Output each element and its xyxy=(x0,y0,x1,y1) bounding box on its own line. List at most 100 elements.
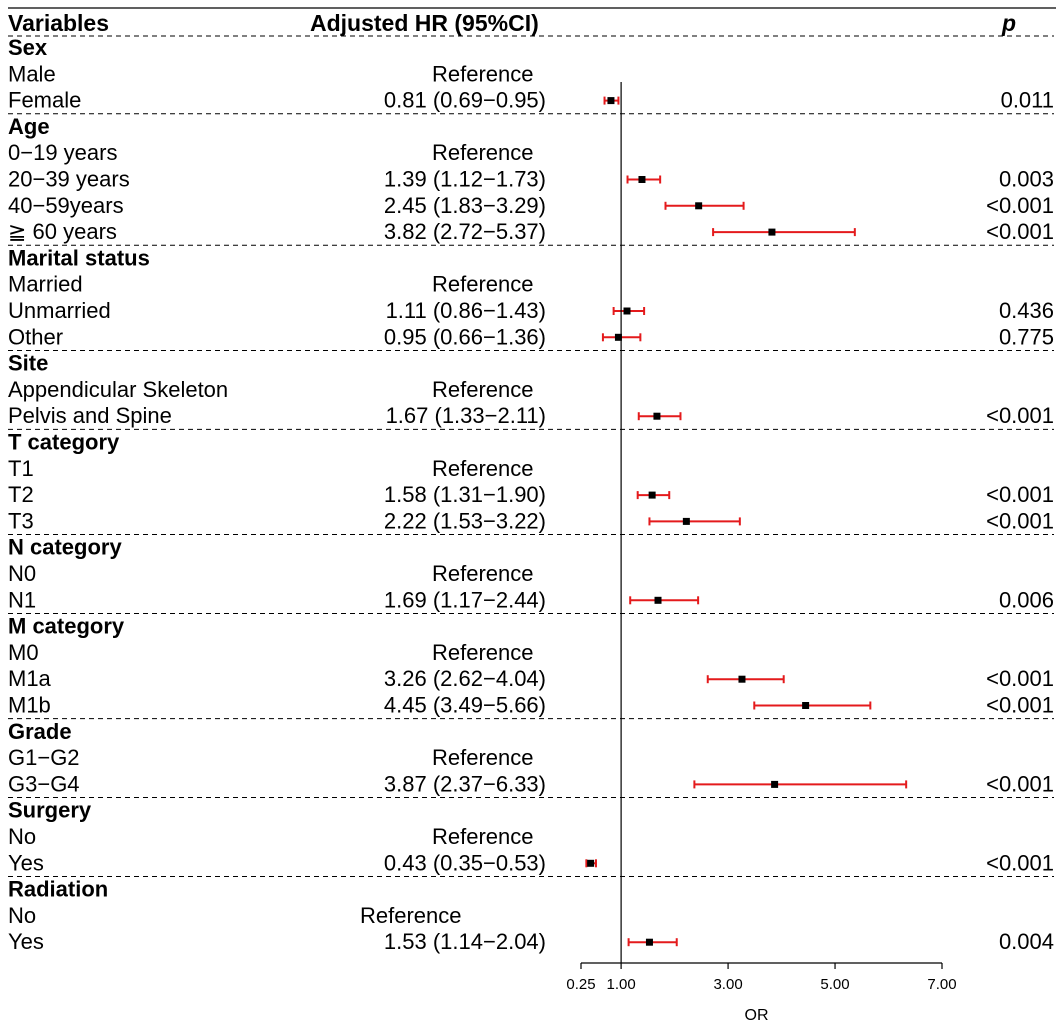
group-title: Grade xyxy=(8,719,72,744)
p-value: <0.001 xyxy=(986,193,1054,218)
p-value: <0.001 xyxy=(986,219,1054,244)
hr-ci-text: 1.67 (1.33−2.11) xyxy=(386,403,546,428)
hr-point xyxy=(614,333,622,341)
row-label: Pelvis and Spine xyxy=(8,403,172,428)
group-title: M category xyxy=(8,614,125,639)
row-label: Married xyxy=(8,272,83,297)
reference-label: Reference xyxy=(360,903,462,928)
hr-ci-text: 3.26 (2.62−4.04) xyxy=(384,666,546,691)
row-label: T3 xyxy=(8,508,34,533)
group-title: Site xyxy=(8,351,48,376)
group-title: Radiation xyxy=(8,877,108,902)
x-axis: 0.25 1.00 3.00 5.00 7.00 OR xyxy=(566,962,957,1024)
header-variables: Variables xyxy=(8,10,109,36)
hr-ci-text: 1.39 (1.12−1.73) xyxy=(384,167,546,192)
hr-ci-text: 4.45 (3.49−5.66) xyxy=(384,693,546,718)
hr-ci-text: 3.87 (2.37−6.33) xyxy=(384,771,546,796)
header-adjusted-hr: Adjusted HR (95%CI) xyxy=(310,10,539,36)
row-label: 20−39 years xyxy=(8,167,130,192)
x-axis-label: OR xyxy=(745,1007,769,1024)
row-label: Unmarried xyxy=(8,298,111,323)
hr-ci-text: 1.53 (1.14−2.04) xyxy=(384,929,546,954)
reference-label: Reference xyxy=(432,824,534,849)
reference-label: Reference xyxy=(432,61,534,86)
hr-ci-text: 1.11 (0.86−1.43) xyxy=(386,298,546,323)
p-value: 0.436 xyxy=(999,298,1054,323)
group-title: Sex xyxy=(8,35,48,60)
reference-label: Reference xyxy=(432,140,534,165)
row-label: No xyxy=(8,824,36,849)
x-tick-label: 1.00 xyxy=(607,976,636,993)
reference-label: Reference xyxy=(432,745,534,770)
hr-point xyxy=(645,938,653,946)
row-label: 40−59years xyxy=(8,193,124,218)
p-value: 0.775 xyxy=(999,324,1054,349)
p-value: <0.001 xyxy=(986,666,1054,691)
x-tick-label: 0.25 xyxy=(566,976,595,993)
p-value: <0.001 xyxy=(986,850,1054,875)
hr-point xyxy=(653,412,661,420)
row-label: M1a xyxy=(8,666,52,691)
header-p: p xyxy=(1001,10,1016,36)
group-title: N category xyxy=(8,535,122,560)
row-label: No xyxy=(8,903,36,928)
hr-point xyxy=(607,97,615,105)
x-tick-label: 5.00 xyxy=(820,976,849,993)
x-tick-label: 3.00 xyxy=(713,976,742,993)
reference-label: Reference xyxy=(432,561,534,586)
reference-label: Reference xyxy=(432,456,534,481)
hr-point xyxy=(648,491,656,499)
reference-label: Reference xyxy=(432,640,534,665)
hr-ci-text: 0.95 (0.66−1.36) xyxy=(384,324,546,349)
group-title: Surgery xyxy=(8,798,92,823)
hr-point xyxy=(623,307,631,315)
row-label: Male xyxy=(8,61,56,86)
p-value: 0.006 xyxy=(999,587,1054,612)
x-tick-label: 7.00 xyxy=(927,976,956,993)
p-value: <0.001 xyxy=(986,771,1054,796)
group-title: Marital status xyxy=(8,245,150,270)
p-value: <0.001 xyxy=(986,693,1054,718)
p-value: 0.011 xyxy=(1001,88,1054,113)
row-label: N0 xyxy=(8,561,36,586)
hr-point xyxy=(695,202,703,210)
hr-ci-text: 2.45 (1.83−3.29) xyxy=(384,193,546,218)
hr-ci-text: 2.22 (1.53−3.22) xyxy=(384,508,546,533)
p-value: <0.001 xyxy=(986,482,1054,507)
row-label: T2 xyxy=(8,482,34,507)
row-label: Yes xyxy=(8,850,44,875)
hr-ci-text: 0.43 (0.35−0.53) xyxy=(384,850,546,875)
row-label: M0 xyxy=(8,640,39,665)
hr-point xyxy=(587,859,595,867)
hr-ci-text: 1.69 (1.17−2.44) xyxy=(384,587,546,612)
hr-ci-text: 0.81 (0.69−0.95) xyxy=(384,88,546,113)
row-label: Other xyxy=(8,324,63,349)
hr-ci-text: 3.82 (2.72−5.37) xyxy=(384,219,546,244)
hr-point xyxy=(682,517,690,525)
reference-label: Reference xyxy=(432,272,534,297)
row-label: Female xyxy=(8,88,81,113)
p-value: <0.001 xyxy=(986,403,1054,428)
row-label: Appendicular Skeleton xyxy=(8,377,228,402)
row-label: M1b xyxy=(8,693,51,718)
hr-point xyxy=(738,675,746,683)
group-title: Age xyxy=(8,114,50,139)
group-title: T category xyxy=(8,430,120,455)
hr-ci-text: 1.58 (1.31−1.90) xyxy=(384,482,546,507)
hr-point xyxy=(768,228,776,236)
hr-point xyxy=(802,702,810,709)
row-label: 0−19 years xyxy=(8,140,117,165)
row-label: G3−G4 xyxy=(8,771,80,796)
row-label: Yes xyxy=(8,929,44,954)
p-value: 0.003 xyxy=(999,167,1054,192)
p-value: <0.001 xyxy=(986,508,1054,533)
plot-area xyxy=(585,82,908,963)
p-value: 0.004 xyxy=(999,929,1054,954)
row-label: N1 xyxy=(8,587,36,612)
row-label: G1−G2 xyxy=(8,745,80,770)
hr-point xyxy=(638,176,646,183)
reference-label: Reference xyxy=(432,377,534,402)
row-label: ≧ 60 years xyxy=(8,219,117,244)
